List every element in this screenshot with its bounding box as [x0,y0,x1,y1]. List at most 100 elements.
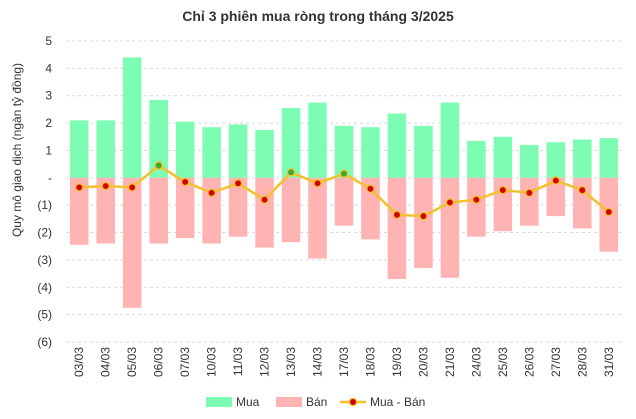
bar-ban [175,177,195,239]
chart-title: Chỉ 3 phiên mua ròng trong tháng 3/2025 [182,8,454,24]
net-point [604,207,614,217]
x-tick-label: 11/03 [231,347,245,376]
net-line [74,161,614,221]
bar-ban [440,177,460,278]
legend-label-ban: Bán [306,395,327,409]
net-point [445,198,455,207]
net-point [286,168,296,177]
net-point [419,211,428,221]
bar-ban [255,177,274,248]
y-tick-label: (2) [37,226,52,240]
net-point [207,188,216,198]
bar-ban [69,177,89,245]
net-point [101,181,110,191]
bar-mua [440,102,460,178]
x-tick-label: 26/03 [522,347,536,377]
net-point [154,161,163,170]
bar-ban [493,177,513,232]
net-point [260,195,269,204]
x-tick-label: 31/03 [602,347,616,377]
bar-mua [546,142,566,178]
net-point [366,184,375,194]
legend-label-mua: Mua [236,395,260,409]
bar-mua [414,125,433,178]
y-tick-label: 2 [45,116,52,130]
x-tick-label: 05/03 [125,347,139,377]
x-tick-label: 04/03 [99,347,113,377]
x-tick-label: 24/03 [469,347,483,377]
legend-swatch-net-marker [348,397,358,407]
y-tick-label: 5 [45,34,52,48]
x-tick-label: 25/03 [496,347,510,377]
bar-ban [414,177,433,269]
net-point [551,176,561,185]
bar-ban [149,177,168,244]
x-tick-label: 28/03 [575,347,589,377]
legend-swatch-mua [206,397,232,407]
bar-ban [308,177,327,259]
bar-mua [122,57,142,178]
net-point [233,179,243,188]
y-tick-label: (3) [37,253,52,267]
net-point [578,185,587,195]
bar-mua [599,138,619,178]
bar-mua [281,108,301,178]
x-tick-label: 14/03 [311,347,325,377]
x-tick-label: 18/03 [363,347,377,377]
x-tick-label: 10/03 [205,347,219,377]
y-axis-label: Quy mô giao dịch (ngàn tỷ đồng) [10,63,24,237]
net-point [74,183,84,192]
y-tick-label: (5) [37,308,52,322]
x-tick-label: 21/03 [443,347,457,377]
legend-swatch-ban [276,397,302,407]
bar-ban [467,177,486,237]
y-axis-ticks: 5 4 3 2 1 - (1) (2) (3) (4) (5) (6) [37,34,52,349]
bar-ban [520,177,539,226]
net-point [392,210,402,220]
bar-ban [281,177,301,243]
y-tick-label: (6) [37,335,52,349]
y-tick-label: 3 [45,89,52,103]
bar-mua [493,136,513,178]
x-tick-label: 12/03 [258,347,272,377]
bars [69,57,619,308]
bar-mua [255,129,274,178]
bar-ban [122,177,142,308]
x-tick-label: 20/03 [416,347,430,377]
legend: Mua Bán Mua - Bán [206,395,425,409]
bar-ban [202,177,221,244]
bar-mua [361,127,380,178]
y-tick-label: 4 [45,61,52,75]
net-point [313,179,322,188]
bar-ban [334,177,354,226]
y-tick-label: (4) [37,280,52,294]
bar-mua [520,144,539,178]
bar-mua [96,120,115,178]
bar-mua [149,99,168,178]
bar-ban [228,177,248,237]
net-point [180,177,190,187]
bar-mua [334,125,354,178]
net-point [127,183,137,192]
y-tick-label: 1 [45,143,52,157]
x-tick-label: 03/03 [72,347,86,377]
bar-mua [387,113,407,178]
bar-mua [175,121,195,178]
net-point [498,185,508,195]
x-tick-label: 27/03 [549,347,563,377]
bar-mua [202,127,221,178]
bar-mua [308,102,327,178]
bar-ban [546,177,566,217]
bar-ban [573,177,592,229]
x-tick-label: 07/03 [178,347,192,377]
net-point [339,169,349,178]
x-tick-label: 19/03 [390,347,404,377]
x-axis-ticks: 03/03 04/03 05/03 06/03 07/03 10/03 11/03 12/03… [72,347,616,377]
y-tick-label: - [48,171,52,185]
bar-mua [228,124,248,178]
net-point [472,195,481,204]
x-tick-label: 17/03 [337,347,351,377]
net-point [525,188,534,198]
bar-ban [387,177,407,280]
